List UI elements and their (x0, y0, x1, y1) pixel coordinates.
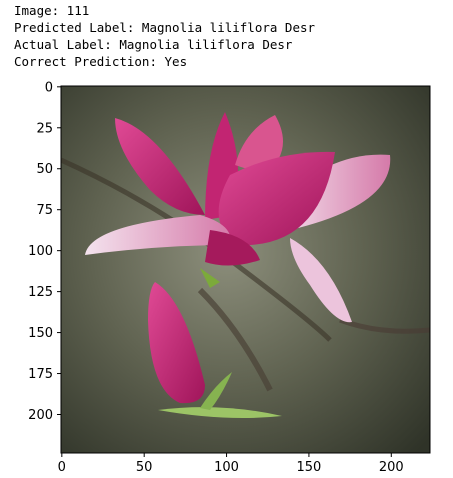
y-tick-label: 100 (28, 244, 53, 259)
x-tick-label: 100 (214, 460, 239, 475)
y-tick-label: 0 (45, 80, 53, 95)
y-tick-label: 175 (28, 367, 53, 382)
y-tick-label: 125 (28, 285, 53, 300)
y-tick-label: 75 (36, 203, 53, 218)
x-tick-label: 200 (379, 460, 404, 475)
y-tick-label: 150 (28, 326, 53, 341)
output-line: Image: 111 (14, 3, 90, 18)
output-line: Actual Label: Magnolia liliflora Desr (14, 37, 293, 52)
axes-frame (60, 85, 431, 454)
y-tick-label: 200 (28, 408, 53, 423)
y-tick-label: 50 (36, 162, 53, 177)
output-line: Predicted Label: Magnolia liliflora Desr (14, 20, 316, 35)
x-tick-label: 50 (136, 460, 153, 475)
x-tick-label: 0 (58, 460, 66, 475)
output-line: Correct Prediction: Yes (14, 54, 188, 69)
photo (61, 86, 430, 453)
x-tick-label: 150 (297, 460, 322, 475)
y-tick-label: 25 (36, 121, 53, 136)
output-text: Image: 111 Predicted Label: Magnolia lili… (14, 2, 315, 70)
